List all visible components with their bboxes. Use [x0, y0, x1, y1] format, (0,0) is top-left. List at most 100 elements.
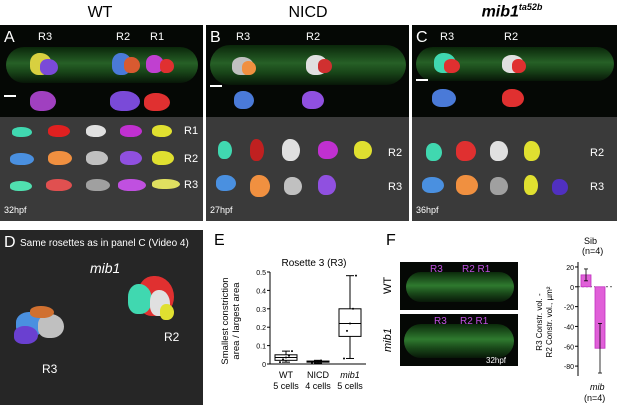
rosette-label-r3: R3 — [236, 31, 251, 43]
cell — [86, 151, 108, 165]
mib1-text: mib1 — [481, 3, 519, 21]
rosette-label-r2: R2 — [504, 31, 519, 43]
cell — [152, 125, 172, 137]
rosette-label-r3: R3 — [42, 362, 58, 376]
panel-a-upper: A R3 R2 R1 — [0, 25, 203, 117]
cell — [86, 125, 106, 137]
row-label: R2 — [388, 147, 403, 159]
rosette-cells-lower — [144, 93, 170, 111]
cell — [552, 179, 568, 195]
cell — [48, 125, 70, 137]
rosette-cells-lower — [432, 89, 456, 107]
data-point — [317, 360, 319, 363]
rosette-label-r2r1: R2 R1 — [460, 316, 489, 327]
data-point — [285, 356, 287, 359]
data-point — [355, 274, 357, 277]
scale-bar — [4, 95, 16, 97]
cell — [216, 175, 236, 191]
panel-label: B — [210, 29, 221, 46]
y-tick-label: 0.2 — [256, 325, 266, 332]
data-point — [320, 359, 322, 362]
data-point — [343, 357, 345, 360]
actin-band — [404, 324, 514, 358]
cell — [282, 139, 300, 161]
rosette-r1-cells — [146, 55, 164, 73]
panel-label: A — [4, 29, 15, 46]
panel-label: D — [4, 234, 16, 251]
cell — [456, 141, 476, 161]
panel-c-cells: R2 R3 36hpf — [412, 117, 617, 221]
row-label: R3 — [388, 181, 403, 193]
rosette-label-r2: R2 — [116, 31, 131, 43]
y-tick-label: -60 — [564, 344, 574, 351]
cell — [152, 151, 174, 165]
genotype-label: mib1 — [90, 260, 121, 276]
y-tick-label: 0.3 — [256, 307, 266, 314]
y-axis-label: Smallest constriction area / largest are… — [213, 268, 249, 374]
data-point — [288, 354, 290, 357]
rosette-r3-cells — [444, 59, 460, 73]
cell — [422, 177, 444, 193]
y-tick-label: 0 — [570, 285, 574, 292]
rosette-r3-3d — [38, 314, 64, 338]
rosette-cells-lower — [302, 91, 324, 109]
panel-label: E — [214, 232, 225, 249]
data-point — [282, 358, 284, 361]
category-label: mib1 — [340, 370, 360, 380]
column-title-mib1: mib1ta52b — [462, 2, 562, 21]
sib-label: Sib — [584, 236, 598, 246]
stage-label: 32hpf — [4, 205, 27, 215]
bar-chart-f: 20 0 -20 -40 -60 -80 — [564, 262, 612, 376]
y-tick-label: -80 — [564, 364, 574, 371]
panel-caption: Same rosettes as in panel C (Video 4) — [20, 238, 189, 249]
row-label: R3 — [184, 179, 199, 191]
y-tick-label: 0.5 — [256, 270, 266, 277]
panel-b-cells: R2 R3 27hpf — [206, 117, 409, 221]
data-point — [311, 361, 313, 364]
cell — [354, 141, 372, 159]
count-label: 4 cells — [305, 381, 331, 391]
f-y-axis-label: R3 Constr. vol. - R2 Constr. vol., µm² — [532, 264, 558, 380]
count-label: 5 cells — [273, 381, 299, 391]
y-tick-label: -20 — [564, 305, 574, 312]
cell — [250, 175, 270, 197]
y-axis-label-text: Smallest constriction area / largest are… — [220, 277, 242, 365]
panel-c: C R3 R2 R2 R3 36hpf — [412, 25, 617, 221]
stage-label: 27hpf — [210, 205, 233, 215]
cell — [318, 141, 338, 159]
count-label: 5 cells — [337, 381, 363, 391]
rosette-r3-3d — [14, 326, 38, 344]
rosette-cells-lower — [234, 91, 254, 109]
chart-title: Rosette 3 (R3) — [281, 258, 347, 269]
rosette-label-r3: R3 — [440, 31, 455, 43]
cell — [10, 181, 32, 191]
panel-a: A R3 R2 R1 R1 R2 R3 32hpf — [0, 25, 203, 221]
cell — [426, 143, 442, 161]
f-y-axis-label-text: R3 Constr. vol. - R2 Constr. vol., µm² — [535, 264, 555, 380]
y-tick-label: 0 — [262, 362, 266, 369]
column-title-wt: WT — [87, 4, 113, 21]
cell — [250, 139, 264, 161]
stage-label: 36hpf — [416, 205, 439, 215]
wt-row-label: WT — [382, 276, 394, 294]
panel-b-upper: B R3 R2 — [206, 25, 409, 117]
scale-bar — [210, 85, 222, 87]
data-point — [314, 361, 316, 364]
rosette-label-r2r1: R2 R1 — [462, 264, 491, 275]
rosette-r2-cells — [318, 59, 332, 73]
rosette-label-r3: R3 — [434, 316, 447, 327]
rosette-label-r2: R2 — [306, 31, 321, 43]
rosette-cells-lower — [30, 91, 56, 111]
rosette-r2-cells — [124, 57, 140, 73]
category-label: WT — [279, 370, 293, 380]
cell — [120, 151, 142, 165]
rosette-r2-cells — [512, 59, 526, 73]
rosette-r3-cells — [40, 59, 58, 75]
panel-a-cells: R1 R2 R3 32hpf — [0, 117, 203, 221]
data-point — [352, 307, 354, 310]
column-title-nicd: NICD — [288, 4, 328, 21]
rosette-label-r2: R2 — [164, 330, 180, 344]
rosette-r2-3d — [128, 284, 152, 314]
mib-label: mib — [590, 382, 605, 392]
cell — [118, 179, 146, 191]
